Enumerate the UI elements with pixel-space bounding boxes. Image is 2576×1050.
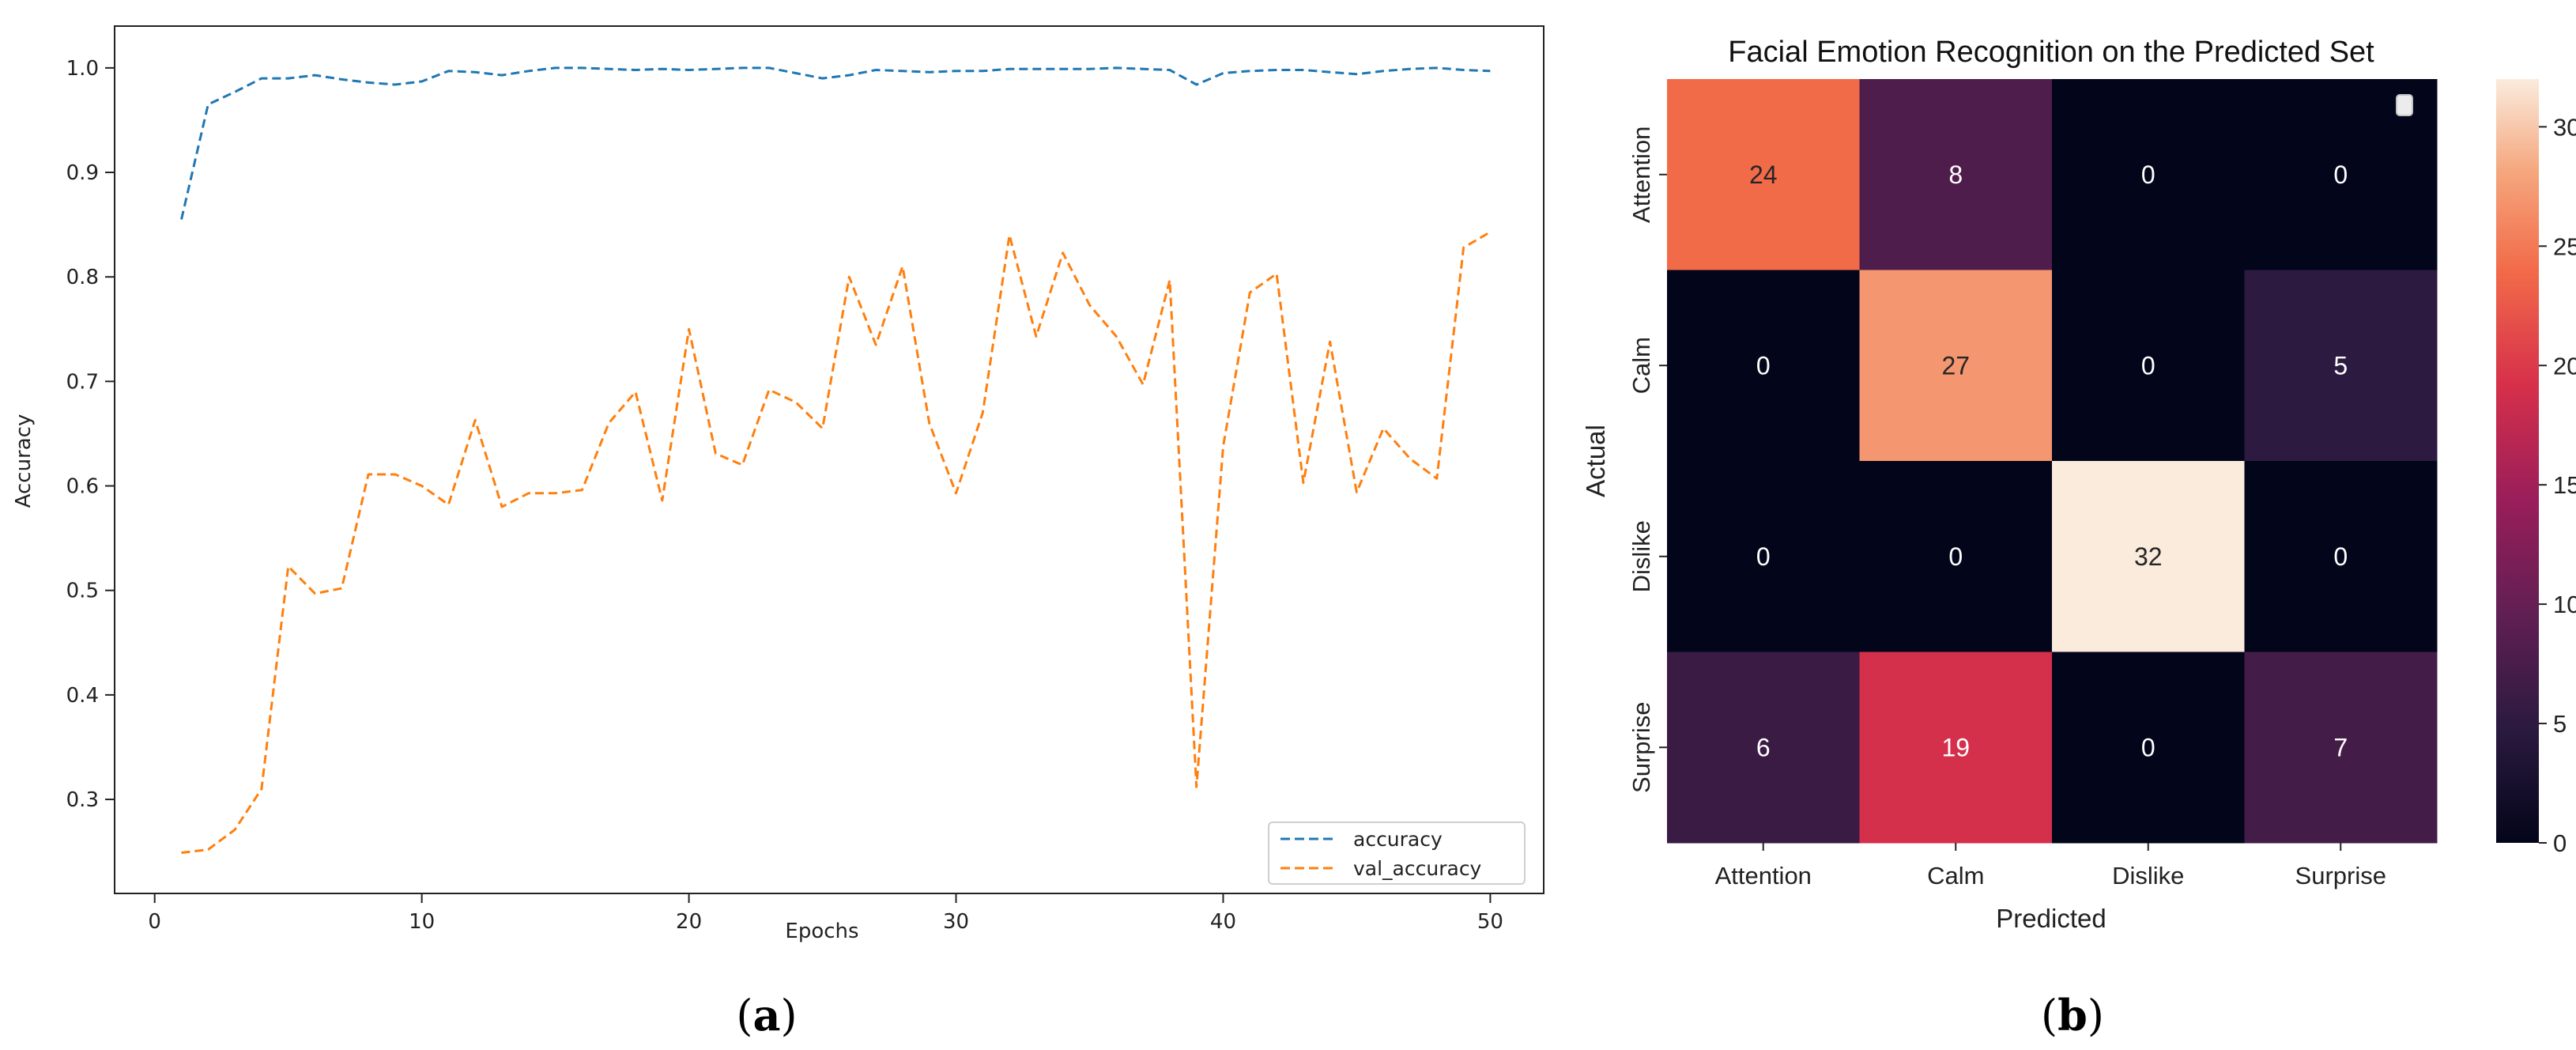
- x-tick-label: 10: [409, 910, 435, 934]
- cell-value: 0: [1756, 351, 1771, 380]
- cell-value: 0: [2333, 161, 2348, 189]
- heatmap-cell: [2244, 461, 2438, 652]
- heatmap-cell: [1667, 270, 1860, 462]
- x-tick-label: 0: [148, 910, 161, 934]
- heatmap-title: Facial Emotion Recognition on the Predic…: [1728, 36, 2374, 69]
- cell-value: 24: [1749, 161, 1778, 189]
- x-tick-label: Dislike: [2112, 862, 2184, 889]
- y-tick-label: 0.5: [66, 580, 99, 603]
- colorbar: [2496, 79, 2539, 843]
- cell-value: 32: [2134, 542, 2163, 571]
- y-tick-label: 1.0: [66, 57, 99, 81]
- heatmap-cells: 24 8 0 0 0 27 0 5 0 0 32 0 6 19 0 7: [1667, 79, 2438, 844]
- heatmap-cell: [1859, 461, 2053, 652]
- y-tick-label: Dislike: [1627, 520, 1655, 592]
- x-axis-ticks: 0 10 20 30 40 50: [148, 893, 1503, 934]
- cell-value: 27: [1941, 351, 1970, 380]
- heatmap-cell: [2052, 270, 2245, 462]
- colorbar-tick-label: 20: [2553, 352, 2576, 380]
- heatmap-y-label: Actual: [1581, 425, 1610, 497]
- legend: accuracy val_accuracy: [1268, 821, 1526, 885]
- colorbar-tick-label: 10: [2553, 591, 2576, 618]
- x-tick-label: 20: [676, 910, 702, 934]
- legend-label-accuracy: accuracy: [1353, 828, 1443, 851]
- y-axis-label: Accuracy: [12, 414, 36, 508]
- heatmap-cell: [2052, 461, 2245, 652]
- cell-value: 0: [2333, 542, 2348, 571]
- x-tick-label: Calm: [1927, 862, 1984, 889]
- colorbar-ticks: 0 5 10 15 20 25 30: [2539, 113, 2576, 857]
- series-line-val-accuracy: [181, 231, 1492, 854]
- x-axis-label: Epochs: [785, 920, 858, 943]
- colorbar-tick-label: 30: [2553, 113, 2576, 141]
- heatmap-x-ticks: Attention Calm Dislike Surprise: [1715, 843, 2386, 889]
- colorbar-tick-label: 15: [2553, 471, 2576, 499]
- y-tick-label: Surprise: [1627, 702, 1655, 793]
- y-tick-label: 0.8: [66, 266, 99, 289]
- cell-value: 0: [2141, 351, 2155, 380]
- colorbar-tick-label: 0: [2553, 829, 2567, 857]
- confusion-matrix-heatmap: Facial Emotion Recognition on the Predic…: [1581, 36, 2576, 933]
- accuracy-line-chart: 0.3 0.4 0.5 0.6 0.7 0.8 0.9 1.0 0 10 20 30 40 50 Epo…: [12, 25, 1544, 943]
- cell-value: 19: [1941, 733, 1970, 761]
- heatmap-cell: [1667, 652, 1860, 844]
- y-tick-label: 0.3: [66, 788, 99, 812]
- heatmap-cell: [1859, 79, 2053, 270]
- cell-value: 0: [1948, 542, 1963, 571]
- heatmap-cell: [1667, 461, 1860, 652]
- heatmap-cell: [1859, 652, 2053, 844]
- cell-value: 7: [2333, 733, 2348, 761]
- heatmap-cell: [1667, 79, 1860, 270]
- y-tick-label: 0.4: [66, 684, 99, 708]
- heatmap-cell: [1859, 270, 2053, 462]
- x-tick-label: 40: [1210, 910, 1236, 934]
- y-tick-label: Attention: [1627, 127, 1655, 223]
- y-tick-label: 0.6: [66, 475, 99, 499]
- cell-value: 6: [1756, 733, 1771, 761]
- legend-marker: [2396, 94, 2413, 116]
- y-axis-ticks: 0.3 0.4 0.5 0.6 0.7 0.8 0.9 1.0: [66, 57, 115, 812]
- heatmap-x-label: Predicted: [1996, 904, 2106, 933]
- legend-label-val-accuracy: val_accuracy: [1353, 857, 1482, 880]
- x-tick-label: Attention: [1715, 862, 1812, 889]
- heatmap-cell: [2244, 270, 2438, 462]
- heatmap-cell: [2052, 79, 2245, 270]
- caption-b: (b): [2041, 990, 2104, 1041]
- y-tick-label: 0.9: [66, 161, 99, 185]
- x-tick-label: Surprise: [2295, 862, 2386, 889]
- heatmap-cell: [2052, 652, 2245, 844]
- y-tick-label: 0.7: [66, 370, 99, 394]
- cell-value: 5: [2333, 351, 2348, 380]
- caption-a: (a): [736, 990, 797, 1041]
- y-tick-label: Calm: [1627, 337, 1655, 394]
- colorbar-tick-label: 25: [2553, 232, 2576, 260]
- plot-frame: [114, 25, 1544, 894]
- heatmap-y-ticks: Attention Calm Dislike Surprise: [1627, 127, 1667, 793]
- x-tick-label: 50: [1477, 910, 1503, 934]
- cell-value: 8: [1948, 161, 1963, 189]
- cell-value: 0: [2141, 161, 2155, 189]
- cell-value: 0: [1756, 542, 1771, 571]
- series-lines: [180, 66, 1492, 854]
- colorbar-tick-label: 5: [2553, 710, 2567, 738]
- x-tick-label: 30: [943, 910, 969, 934]
- series-line-accuracy: [180, 66, 1491, 220]
- cell-value: 0: [2141, 733, 2155, 761]
- heatmap-cell: [2244, 652, 2438, 844]
